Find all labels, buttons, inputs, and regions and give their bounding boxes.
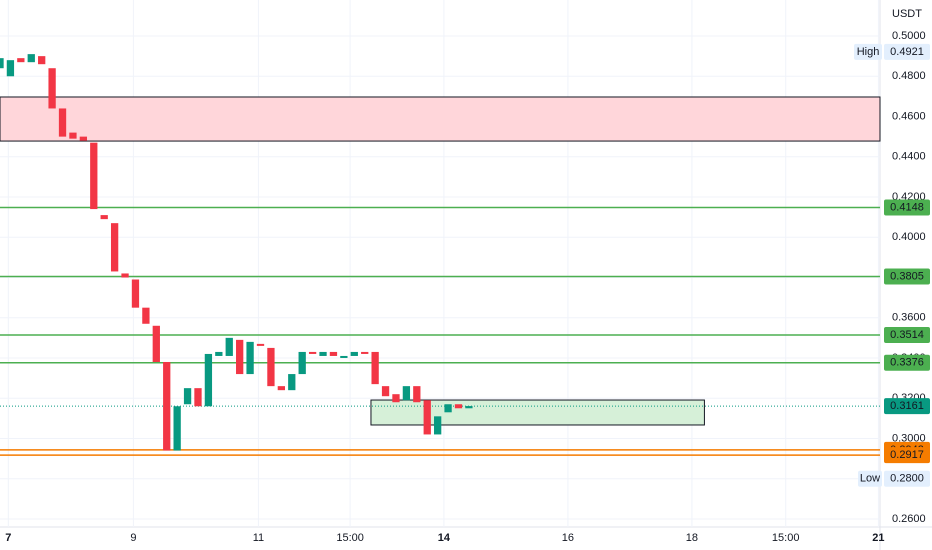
candle-body <box>131 279 140 308</box>
low-label-bg <box>858 470 882 487</box>
zone <box>0 96 881 142</box>
x-tick-label: 16 <box>562 532 574 544</box>
x-tick-label: 7 <box>5 532 11 544</box>
current-price-tag: 0.3161 <box>890 400 924 412</box>
candle-body <box>215 351 223 356</box>
candle-body <box>100 215 108 220</box>
y-tick-label: 0.4600 <box>892 110 926 122</box>
y-tick-label: 0.5000 <box>892 30 926 42</box>
candle-body <box>225 337 233 356</box>
candle-body <box>329 351 338 356</box>
y-tick-label: 0.4000 <box>892 231 926 243</box>
candle-body <box>38 56 46 65</box>
candle-body <box>0 58 4 69</box>
candle-body <box>110 223 119 272</box>
candle-body <box>256 343 265 346</box>
candle-body <box>194 388 202 407</box>
candle-body <box>142 307 150 324</box>
low-tag-bg <box>884 470 930 487</box>
candle-body <box>350 351 358 356</box>
candle-body <box>277 386 285 391</box>
high-tag-bg <box>884 43 930 60</box>
x-tick-label: 15:00 <box>336 532 364 544</box>
x-tick-label: 21 <box>872 532 884 544</box>
y-tick-label: 0.4400 <box>892 151 926 163</box>
level-tag: 0.4148 <box>890 201 924 213</box>
candle-body <box>413 386 421 403</box>
candle-body <box>17 58 25 63</box>
level-tag-bg <box>884 268 930 285</box>
candle-body <box>423 400 431 435</box>
candle-body <box>58 108 67 137</box>
candle-body <box>465 406 473 409</box>
x-tick-label: 14 <box>438 532 451 544</box>
current-price-tag-bg <box>884 398 930 415</box>
level-tag-bg <box>884 199 930 216</box>
level-tag: 0.2917 <box>890 449 924 461</box>
candle-body <box>90 142 98 210</box>
level-tag: 0.3514 <box>890 329 924 341</box>
y-tick-label: 0.3600 <box>892 312 926 324</box>
candle-body <box>173 406 181 451</box>
candle-body <box>79 136 88 141</box>
high-label: High <box>857 46 880 58</box>
high-tag: 0.4921 <box>890 46 924 58</box>
y-tick-label: 0.4800 <box>892 70 926 82</box>
candle-body <box>319 351 327 356</box>
candle-body <box>183 388 192 405</box>
candle-body <box>371 351 379 385</box>
candle-body <box>381 386 390 397</box>
candle-body <box>340 355 348 358</box>
candle-body <box>69 132 77 139</box>
candle-body <box>6 60 15 77</box>
candle-body <box>298 351 306 375</box>
y-tick-label: 0.3000 <box>892 432 926 444</box>
candle-body <box>121 273 129 278</box>
candle-body <box>267 347 275 387</box>
low-label: Low <box>860 473 880 485</box>
candle-body <box>163 361 171 451</box>
level-tag-bg <box>884 447 930 464</box>
candle-body <box>204 353 213 407</box>
candle-body <box>48 68 56 109</box>
level-tag: 0.3376 <box>890 357 924 369</box>
candle-body <box>236 339 244 375</box>
y-tick-label: 0.2600 <box>892 513 926 525</box>
x-tick-label: 9 <box>130 532 136 544</box>
candle-body <box>152 325 160 362</box>
low-tag: 0.2800 <box>890 473 924 485</box>
level-tag-bg <box>884 354 930 371</box>
high-label-bg <box>854 43 882 60</box>
candle-body <box>392 394 400 403</box>
candle-body <box>444 404 452 413</box>
level-tag: 0.3805 <box>890 270 924 282</box>
candle-body <box>308 351 317 354</box>
level-tag-bg <box>884 327 930 344</box>
candle-body <box>402 386 411 401</box>
x-tick-label: 15:00 <box>772 532 800 544</box>
unit-label: USDT <box>892 8 922 20</box>
candle-body <box>454 404 463 409</box>
candle-body <box>246 341 254 375</box>
candle-body <box>434 416 442 435</box>
x-tick-label: 18 <box>686 532 698 544</box>
x-tick-label: 11 <box>253 532 264 544</box>
candle-body <box>361 351 369 354</box>
candle-body <box>27 54 35 63</box>
zone <box>370 399 705 426</box>
candle-body <box>288 374 296 391</box>
